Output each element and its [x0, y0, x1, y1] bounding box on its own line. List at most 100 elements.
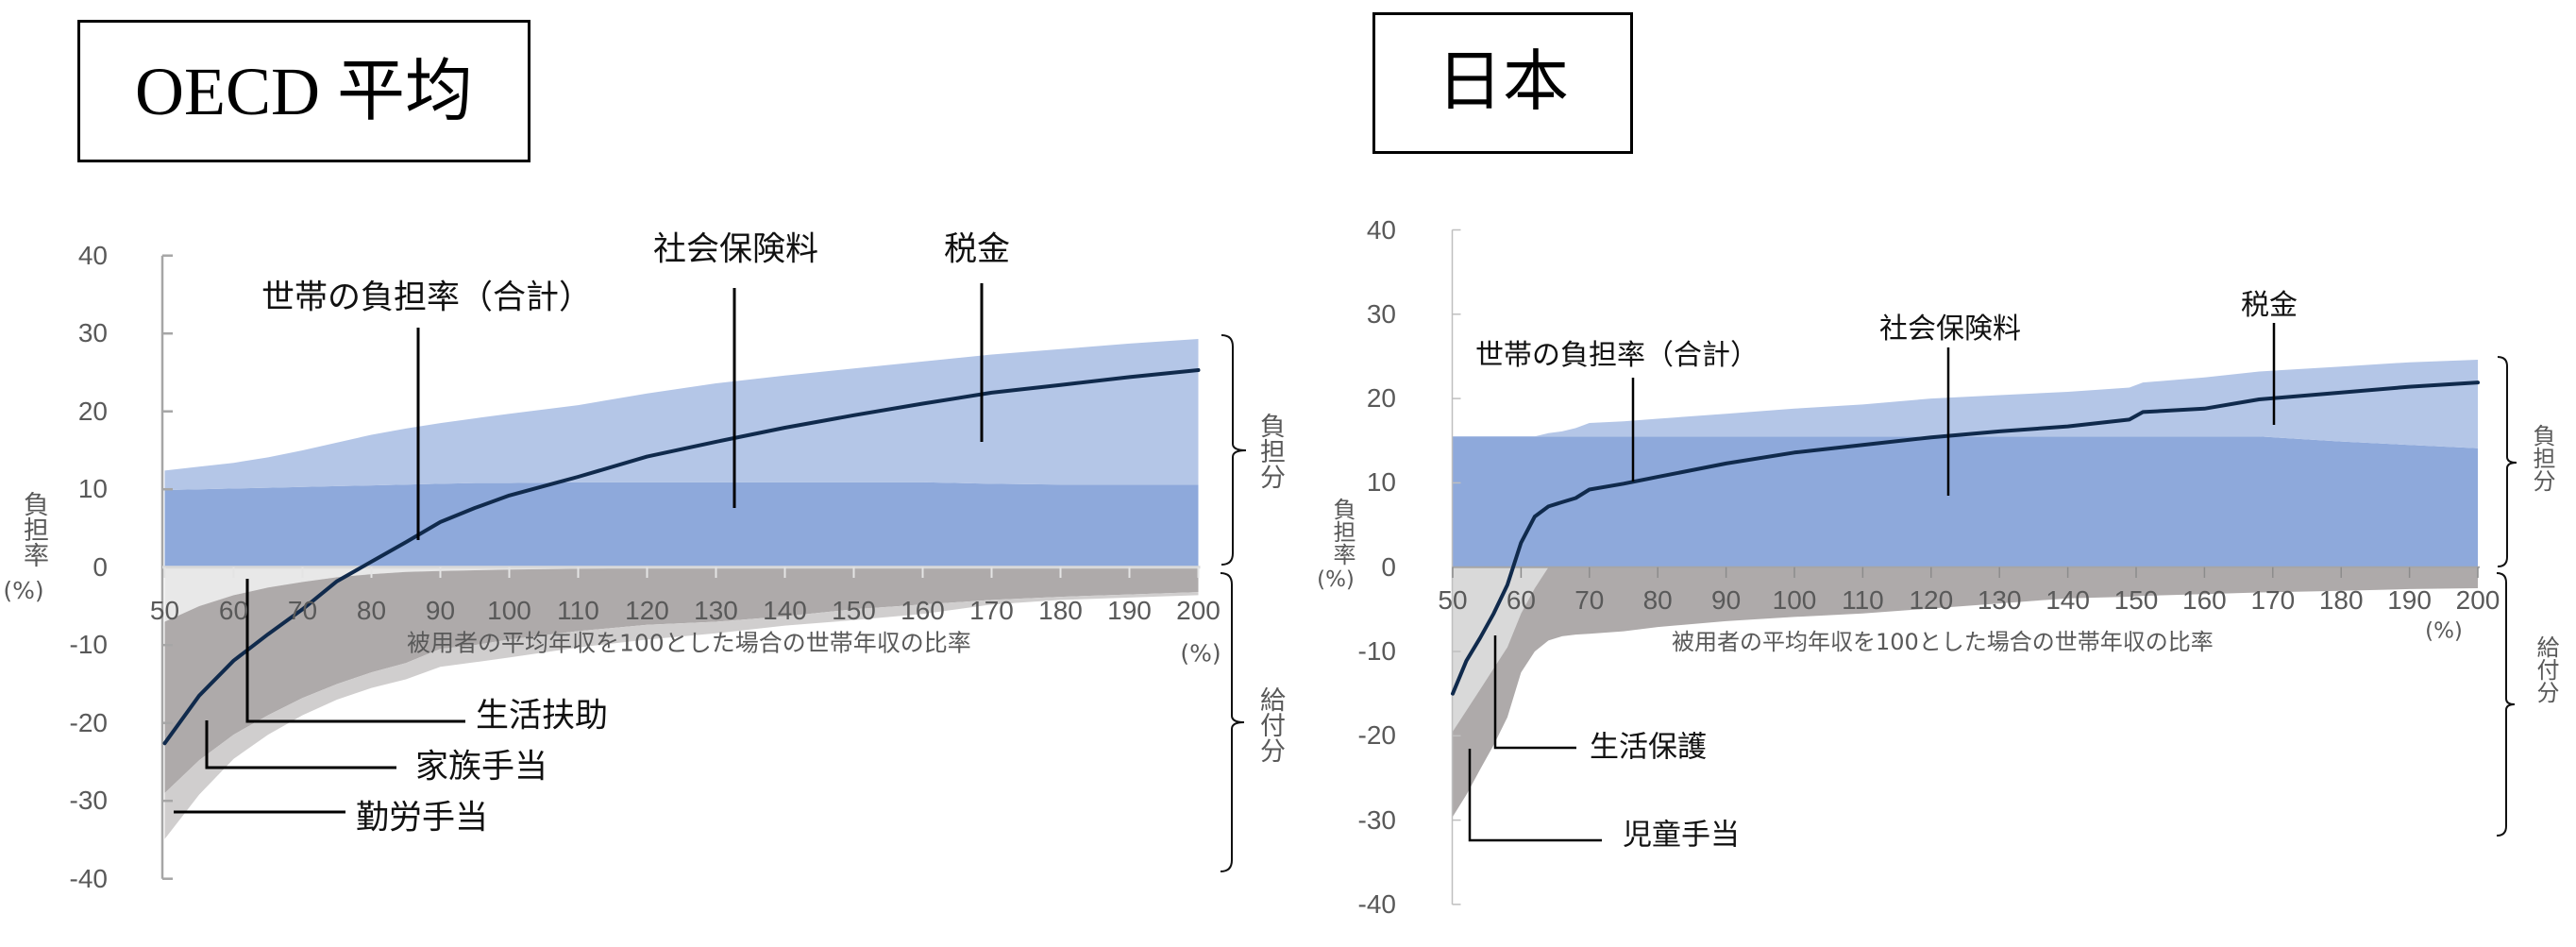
- japan-burden-bracket-label: 負担分: [2529, 424, 2555, 492]
- burden-bracket: [1221, 334, 1247, 566]
- y-tick-label: -30: [1357, 804, 1396, 835]
- y-tick-label: 10: [1366, 467, 1396, 498]
- x-tick-label: 70: [1574, 585, 1605, 615]
- x-tick-label: 60: [218, 596, 249, 625]
- y-tick-label: -10: [69, 630, 108, 660]
- y-tick-label: 30: [77, 318, 108, 348]
- y-tick-label: 40: [1366, 214, 1396, 245]
- x-tick-label: 190: [2387, 585, 2432, 615]
- japan-title-box: 日本: [1372, 12, 1633, 154]
- benefit-bracket: [1220, 572, 1245, 872]
- oecd-label-livelihood-assistance: 生活扶助: [476, 697, 609, 736]
- japan-label-total-burden: 世帯の負担率（合計）: [1475, 339, 1759, 372]
- y-tick-label: -40: [69, 863, 108, 893]
- oecd-label-family-allowance: 家族手当: [415, 748, 548, 786]
- oecd-title-box: OECD 平均: [77, 20, 530, 162]
- oecd-tax-area: [164, 339, 1199, 490]
- oecd-label-in-work-benefit: 勤労手当: [356, 799, 489, 837]
- japan-social-insurance-area: [1453, 436, 2478, 567]
- x-tick-label: 140: [2046, 585, 2090, 615]
- japan-brackets: [2496, 356, 2517, 837]
- oecd-family-allowance-area: [164, 567, 1199, 793]
- y-tick-label: 40: [77, 240, 108, 270]
- x-tick-label: 200: [2455, 585, 2500, 615]
- x-tick-label: 150: [832, 596, 876, 625]
- japan-x-axis-unit: (%): [2425, 618, 2463, 644]
- japan-axes: [1451, 228, 2480, 905]
- oecd-axes: [160, 254, 1201, 880]
- oecd-social-insurance-area: [164, 482, 1199, 567]
- benefit-bracket: [2496, 572, 2516, 837]
- japan-label-public-assistance: 生活保護: [1590, 730, 1707, 765]
- oecd-burden-bracket-label: 負担分: [1255, 413, 1285, 489]
- y-tick-label: 20: [77, 396, 108, 426]
- y-tick-label: 0: [93, 551, 108, 582]
- y-tick-label: 20: [1366, 383, 1396, 414]
- oecd-benefit-bracket-label: 給付分: [1255, 686, 1285, 763]
- japan-label-tax: 税金: [2241, 289, 2298, 322]
- japan-area-layers: [1453, 360, 2478, 817]
- japan-leader-lines: [1468, 323, 2276, 842]
- x-tick-label: 180: [2318, 585, 2364, 615]
- y-tick-label: -10: [1357, 636, 1396, 666]
- x-tick-label: 130: [694, 596, 738, 625]
- x-tick-label: 60: [1506, 585, 1536, 615]
- x-tick-label: 100: [1772, 585, 1817, 615]
- x-tick-label: 170: [2250, 585, 2296, 615]
- x-tick-label: 180: [1038, 596, 1083, 625]
- leader-child-allowance: [1468, 749, 1602, 842]
- oecd-x-axis-title: 被用者の平均年収を100とした場合の世帯年収の比率: [407, 629, 971, 657]
- japan-label-social-insurance: 社会保険料: [1879, 313, 2021, 346]
- x-tick-label: 50: [1438, 585, 1468, 615]
- y-tick-label: -30: [69, 786, 108, 816]
- japan-x-axis-title: 被用者の平均年収を100とした場合の世帯年収の比率: [1672, 629, 2214, 655]
- y-tick-label: 10: [77, 474, 108, 504]
- oecd-title: OECD 平均: [135, 53, 473, 129]
- x-tick-label: 80: [356, 596, 387, 625]
- oecd-label-total-burden: 世帯の負担率（合計）: [261, 279, 593, 317]
- x-tick-label: 120: [1909, 585, 1954, 615]
- oecd-area-layers: [164, 339, 1199, 839]
- leader-family-allowance: [205, 720, 396, 769]
- oecd-leader-lines: [174, 283, 984, 814]
- x-tick-label: 90: [1711, 585, 1742, 615]
- x-tick-label: 160: [2182, 585, 2227, 615]
- leader-public-assistance: [1493, 635, 1576, 750]
- x-tick-label: 110: [557, 596, 599, 625]
- oecd-y-axis-title: 負担率: [19, 491, 48, 567]
- japan-label-child-allowance: 児童手当: [1623, 818, 1740, 853]
- y-tick-label: -20: [1357, 720, 1396, 751]
- x-tick-label: 200: [1176, 596, 1221, 625]
- japan-total-burden-line: [1451, 380, 2480, 696]
- japan-tax-area: [1453, 360, 2478, 448]
- x-tick-label: 110: [1842, 585, 1884, 615]
- oecd-brackets: [1220, 334, 1247, 872]
- burden-bracket: [2497, 356, 2517, 567]
- x-tick-label: 140: [763, 596, 807, 625]
- japan-line-layer: [1451, 380, 2480, 696]
- x-tick-label: 100: [487, 596, 531, 625]
- leader-livelihood-assistance: [245, 579, 465, 723]
- x-tick-label: 190: [1107, 596, 1152, 625]
- japan-y-axis-unit: (%): [1317, 567, 1355, 592]
- y-tick-label: -20: [69, 707, 108, 737]
- oecd-label-tax: 税金: [944, 230, 1011, 269]
- japan-y-axis-title: 負担率: [1329, 498, 1355, 566]
- y-tick-label: 30: [1366, 298, 1396, 329]
- oecd-x-axis-unit: (%): [1180, 639, 1221, 668]
- x-tick-label: 170: [969, 596, 1014, 625]
- oecd-total-burden-line: [162, 368, 1201, 746]
- x-tick-label: 80: [1642, 585, 1673, 615]
- x-tick-label: 130: [1977, 585, 2022, 615]
- oecd-label-social-insurance: 社会保険料: [653, 230, 819, 269]
- japan-benefit-bracket-label: 給付分: [2533, 635, 2559, 703]
- oecd-y-axis-unit: (%): [3, 577, 44, 604]
- x-tick-label: 120: [625, 596, 669, 625]
- x-tick-label: 150: [2113, 585, 2159, 615]
